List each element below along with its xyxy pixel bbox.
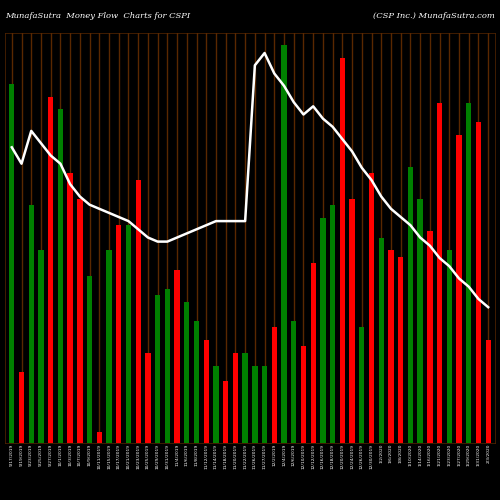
Bar bbox=[282, 46, 286, 442]
Bar bbox=[437, 103, 442, 442]
Text: (CSP Inc.) MunafaSutra.com: (CSP Inc.) MunafaSutra.com bbox=[373, 12, 495, 20]
Bar bbox=[96, 432, 102, 442]
Bar bbox=[350, 199, 355, 442]
Bar bbox=[446, 250, 452, 442]
Bar bbox=[476, 122, 481, 442]
Bar bbox=[486, 340, 491, 442]
Bar bbox=[164, 289, 170, 442]
Bar bbox=[184, 302, 190, 442]
Bar bbox=[359, 327, 364, 442]
Bar bbox=[174, 270, 180, 442]
Bar bbox=[214, 366, 218, 442]
Bar bbox=[291, 321, 296, 442]
Bar bbox=[388, 250, 394, 442]
Bar bbox=[340, 58, 345, 442]
Bar bbox=[427, 231, 432, 442]
Bar bbox=[194, 321, 199, 442]
Bar bbox=[398, 256, 404, 442]
Bar bbox=[408, 167, 413, 442]
Bar bbox=[262, 366, 268, 442]
Bar bbox=[369, 174, 374, 442]
Bar bbox=[378, 238, 384, 442]
Bar bbox=[232, 353, 238, 442]
Bar bbox=[106, 250, 112, 442]
Bar bbox=[19, 372, 24, 442]
Bar bbox=[38, 250, 44, 442]
Bar bbox=[466, 103, 471, 442]
Bar bbox=[9, 84, 15, 442]
Bar bbox=[418, 199, 423, 442]
Bar bbox=[126, 224, 131, 442]
Bar bbox=[48, 96, 54, 442]
Bar bbox=[77, 199, 82, 442]
Bar bbox=[301, 346, 306, 442]
Bar bbox=[116, 224, 121, 442]
Bar bbox=[155, 295, 160, 442]
Bar bbox=[204, 340, 209, 442]
Bar bbox=[145, 353, 150, 442]
Bar bbox=[456, 135, 462, 442]
Bar bbox=[28, 206, 34, 442]
Text: MunafaSutra  Money Flow  Charts for CSPI: MunafaSutra Money Flow Charts for CSPI bbox=[5, 12, 190, 20]
Bar bbox=[242, 353, 248, 442]
Bar bbox=[87, 276, 92, 442]
Bar bbox=[68, 174, 73, 442]
Bar bbox=[320, 218, 326, 442]
Bar bbox=[223, 381, 228, 442]
Bar bbox=[310, 263, 316, 442]
Bar bbox=[58, 110, 63, 442]
Bar bbox=[252, 366, 258, 442]
Bar bbox=[272, 327, 277, 442]
Bar bbox=[330, 206, 336, 442]
Bar bbox=[136, 180, 141, 442]
